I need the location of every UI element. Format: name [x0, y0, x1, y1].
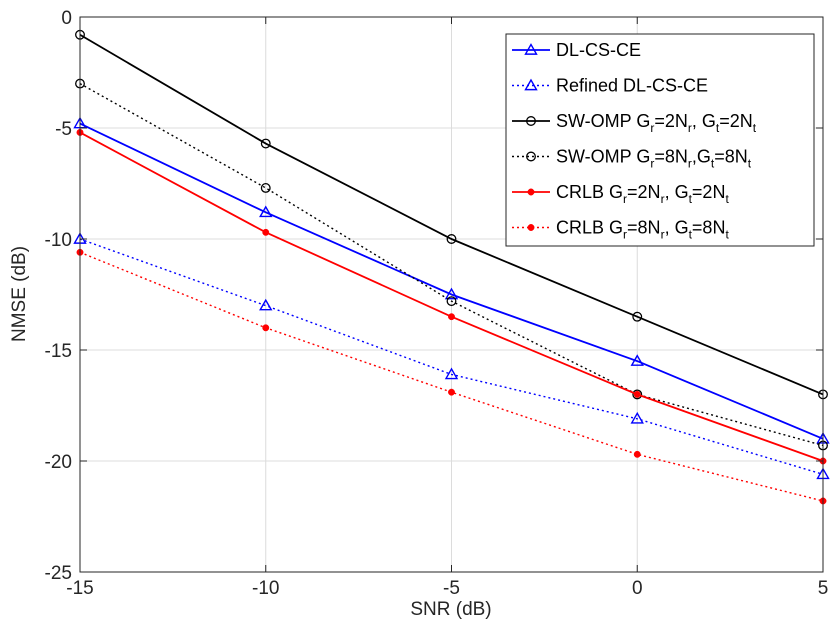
legend-text-segment: SW-OMP G — [556, 111, 650, 131]
y-tick-label: -15 — [45, 341, 72, 362]
legend-subscript: r — [688, 157, 692, 171]
legend-text-segment: =8N — [654, 147, 688, 167]
x-tick-label: 5 — [818, 578, 829, 599]
legend-subscript: t — [689, 228, 693, 242]
data-point-marker — [632, 389, 643, 400]
legend-subscript: t — [753, 121, 757, 135]
legend-text-segment: =2N — [719, 111, 753, 131]
data-point-marker — [632, 311, 643, 322]
data-point-marker — [262, 228, 270, 236]
legend-text-segment: CRLB G — [556, 182, 623, 202]
legend-text-segment: =8N — [714, 147, 748, 167]
legend-marker — [526, 116, 536, 126]
x-tick-labels: -15 -10 -5 0 5 — [66, 578, 828, 599]
legend-item-2: Refined DL-CS-CE — [512, 76, 708, 96]
legend-item-3: SW-OMP Gr=2Nr, Gt=2Nt — [512, 111, 757, 135]
data-point-marker — [444, 367, 459, 380]
legend-text-segment: , G — [692, 111, 716, 131]
legend-text-segment: SW-OMP G — [556, 147, 650, 167]
data-point-marker — [444, 287, 459, 300]
legend-text-segment: , G — [665, 182, 689, 202]
series-line — [79, 82, 824, 447]
x-tick-label: 0 — [632, 578, 643, 599]
x-tick-label: -15 — [66, 578, 93, 599]
series-line — [79, 251, 824, 502]
legend-subscript: r — [623, 192, 627, 206]
data-point-marker — [260, 182, 271, 193]
legend-item-4: SW-OMP Gr=8Nr,Gt=8Nt — [512, 147, 752, 171]
y-tick-label: -5 — [55, 119, 72, 140]
legend-text-segment: , G — [665, 218, 689, 238]
legend-subscript: r — [650, 121, 654, 135]
data-point-marker — [630, 411, 644, 424]
data-point-marker — [446, 234, 457, 244]
legend-text-segment: Refined DL-CS-CE — [556, 76, 708, 96]
legend-item-6: CRLB Gr=8Nr, Gt=8Nt — [512, 218, 729, 242]
legend-text-segment: =2N — [654, 111, 688, 131]
legend-item-1: DL-CS-CE — [512, 40, 641, 60]
series-line — [79, 122, 824, 440]
legend-text-segment: =2N — [627, 182, 661, 202]
legend-text-segment: CRLB G — [556, 218, 623, 238]
series-1 — [73, 116, 830, 444]
y-axis-title: NMSE (dB) — [9, 246, 30, 342]
x-tick-label: -10 — [252, 578, 279, 599]
legend-subscript: r — [661, 192, 665, 206]
legend-label: DL-CS-CE — [556, 40, 641, 60]
legend-label: CRLB Gr=2Nr, Gt=2Nt — [556, 182, 729, 206]
x-axis-title: SNR (dB) — [410, 599, 491, 620]
legend-subscript: r — [688, 121, 692, 135]
legend-text-segment: ,G — [692, 147, 711, 167]
legend-item-5: CRLB Gr=2Nr, Gt=2Nt — [512, 182, 729, 206]
data-point-marker — [259, 205, 273, 218]
legend-text-segment: =8N — [692, 218, 726, 238]
series-line — [79, 238, 824, 475]
y-tick-label: -10 — [45, 230, 72, 251]
legend-subscript: r — [661, 228, 665, 242]
legend-label: SW-OMP Gr=8Nr,Gt=8Nt — [556, 147, 752, 171]
legend-subscript: r — [623, 228, 627, 242]
ticks — [79, 16, 824, 573]
series-6 — [76, 248, 827, 505]
data-point-marker — [446, 296, 457, 307]
y-tick-label: -25 — [45, 563, 72, 584]
legend-text-segment: =8N — [627, 218, 661, 238]
legend-subscript: r — [650, 157, 654, 171]
y-tick-label: -20 — [45, 452, 72, 473]
x-tick-label: -5 — [443, 578, 460, 599]
legend-subscript: t — [716, 121, 720, 135]
data-point-marker — [448, 388, 455, 396]
legend-marker — [527, 188, 535, 196]
legend-text-segment: DL-CS-CE — [556, 40, 641, 60]
legend-subscript: t — [725, 228, 729, 242]
data-point-marker — [448, 313, 455, 321]
legend-subscript: t — [725, 192, 729, 206]
legend-subscript: t — [689, 192, 693, 206]
y-tick-label: 0 — [61, 8, 72, 29]
legend-label: CRLB Gr=8Nr, Gt=8Nt — [556, 218, 729, 242]
data-point-marker — [630, 354, 644, 366]
legend-label: SW-OMP Gr=2Nr, Gt=2Nt — [556, 111, 757, 135]
data-point-marker — [262, 324, 270, 332]
legend-subscript: t — [748, 157, 752, 171]
data-point-marker — [633, 390, 641, 398]
legend-subscript: t — [711, 157, 715, 171]
legend-marker — [524, 78, 538, 91]
legend-marker — [524, 43, 538, 55]
data-point-marker — [260, 138, 271, 149]
data-point-marker — [633, 450, 641, 458]
legend-marker — [526, 151, 536, 162]
y-tick-labels: 0 -5 -10 -15 -20 -25 — [45, 8, 72, 584]
data-point-marker — [259, 298, 273, 311]
legend-box — [505, 33, 815, 247]
legend-text-segment: =2N — [692, 182, 726, 202]
series-layer — [73, 29, 830, 505]
legend-label: Refined DL-CS-CE — [556, 76, 708, 96]
legend-marker — [527, 224, 535, 231]
series-line — [79, 33, 824, 396]
